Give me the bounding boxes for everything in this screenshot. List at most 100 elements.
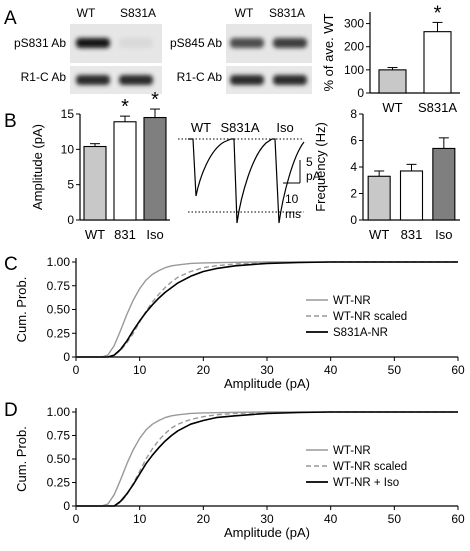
panel-letter-c: C	[4, 254, 18, 275]
x-tick-label: 60	[451, 363, 465, 377]
y-tick-label: 1.00	[47, 405, 71, 419]
y-tick-label: 0.75	[47, 279, 71, 293]
y-tick-label: 300	[344, 17, 364, 31]
chart-c-cumulative-probability: 0 0.25 0.50 0.75 1.00 0 10 20 30 40 50 60 WT-NR WT-NR…	[14, 255, 465, 391]
blot-band	[76, 38, 110, 48]
significance-star: *	[121, 96, 129, 118]
x-tick-label: 10	[133, 512, 147, 526]
panel-letter-d: D	[4, 400, 18, 421]
y-axis-title: Frequency (Hz)	[313, 122, 328, 212]
y-tick-label: 0	[67, 213, 74, 227]
series-line	[76, 261, 458, 358]
blot-band	[76, 75, 110, 85]
x-tick-label: 10	[133, 363, 147, 377]
x-tick-label: 40	[324, 363, 338, 377]
legend-label: S831A-NR	[333, 327, 388, 339]
blot-band	[273, 75, 307, 85]
bar	[432, 147, 456, 221]
blot-band	[230, 75, 264, 85]
y-tick-label: 0	[63, 499, 70, 513]
y-tick-label: 15	[61, 107, 75, 121]
blot2-lane-s831a: S831A	[269, 6, 305, 20]
y-axis-title: % of ave. WT	[321, 13, 336, 91]
y-axis-title: Cum. Prob.	[14, 426, 29, 492]
legend-label: WT-NR + Iso	[333, 477, 399, 489]
y-tick-label: 1.00	[47, 255, 71, 269]
category-label: 831	[114, 227, 136, 242]
x-tick-label: 50	[388, 512, 402, 526]
significance-star: *	[151, 89, 159, 111]
y-tick-label: 5	[67, 178, 74, 192]
blot1-lane-s831a: S831A	[120, 6, 156, 20]
bar	[83, 145, 107, 221]
chart-b-amplitude: 0 5 10 15 WT 831 * Iso * Amplitude (pA)	[30, 89, 170, 242]
series-line	[76, 261, 458, 358]
western-blot-s845: WT S831A pS845 Ab R1-C Ab	[170, 6, 312, 94]
x-tick-label: 50	[388, 363, 402, 377]
series-line	[76, 411, 458, 507]
legend-label: WT-NR scaled	[333, 461, 407, 473]
y-tick-label: 10	[61, 142, 75, 156]
legend-label: WT-NR	[333, 295, 371, 307]
y-tick-label: 0.25	[47, 476, 71, 490]
y-tick-label: 0	[63, 350, 70, 364]
y-tick-label: 0	[357, 86, 364, 100]
y-tick-label: 0	[350, 213, 357, 227]
y-axis-title: Amplitude (pA)	[30, 124, 45, 210]
x-tick-label: 0	[73, 512, 80, 526]
mepsc-traces: WT S831A Iso 5 pA 10 ms	[178, 120, 321, 224]
category-label: 831	[401, 227, 423, 242]
trace-wt	[188, 138, 232, 197]
chart-b-frequency: 0 2 4 6 8 WT 831 Iso Frequency (Hz)	[313, 107, 460, 242]
category-label: Iso	[435, 227, 452, 242]
trace-label-iso: Iso	[276, 120, 293, 135]
category-label: S831A	[418, 100, 457, 115]
chart-a-quantification: 0 100 200 300 WT S831A * % of ave. WT	[321, 2, 460, 115]
panel-letter-b: B	[4, 111, 17, 132]
x-tick-label: 20	[197, 363, 211, 377]
x-tick-label: 40	[324, 512, 338, 526]
series-line	[76, 411, 458, 507]
y-tick-label: 4	[350, 160, 357, 174]
y-axis-title: Cum. Prob.	[14, 277, 29, 343]
x-tick-label: 0	[73, 363, 80, 377]
blot-band	[119, 75, 153, 85]
blot2-row-r1c: R1-C Ab	[177, 70, 223, 84]
y-tick-label: 0.50	[47, 303, 71, 317]
x-tick-label: 20	[197, 512, 211, 526]
western-blot-s831: WT S831A pS831 Ab R1-C Ab	[14, 6, 162, 94]
legend-label: WT-NR	[333, 445, 371, 457]
category-label: Iso	[146, 227, 163, 242]
blot1-row-ps831: pS831 Ab	[14, 36, 66, 50]
bar	[399, 170, 424, 221]
trace-iso	[272, 138, 305, 224]
y-tick-label: 8	[350, 107, 357, 121]
category-label: WT	[369, 227, 389, 242]
x-axis-title: Amplitude (pA)	[224, 525, 310, 540]
series-line	[76, 411, 458, 507]
significance-star: *	[434, 2, 442, 24]
y-tick-label: 200	[344, 40, 364, 54]
blot1-row-r1c: R1-C Ab	[21, 70, 67, 84]
scale-y-unit: pA	[306, 169, 321, 183]
bar	[367, 175, 391, 221]
y-tick-label: 2	[350, 187, 357, 201]
blot2-lane-wt: WT	[235, 6, 254, 20]
category-label: WT	[382, 100, 402, 115]
blot-band	[230, 38, 264, 48]
bar	[143, 116, 167, 221]
trace-label-s831a: S831A	[220, 120, 259, 135]
blot-band	[273, 38, 307, 48]
blot2-row-ps845: pS845 Ab	[170, 36, 222, 50]
category-label: WT	[85, 227, 105, 242]
blot-band	[119, 38, 153, 48]
chart-d-cumulative-probability: 0 0.25 0.50 0.75 1.00 0 10 20 30 40 50 60 WT-NR WT-NR…	[14, 405, 465, 540]
legend-label: WT-NR scaled	[333, 311, 407, 323]
x-tick-label: 30	[260, 512, 274, 526]
panel-letter-a: A	[4, 8, 17, 29]
y-tick-label: 0.50	[47, 452, 71, 466]
trace-label-wt: WT	[191, 120, 211, 135]
series-line	[76, 261, 458, 358]
x-tick-label: 30	[260, 363, 274, 377]
